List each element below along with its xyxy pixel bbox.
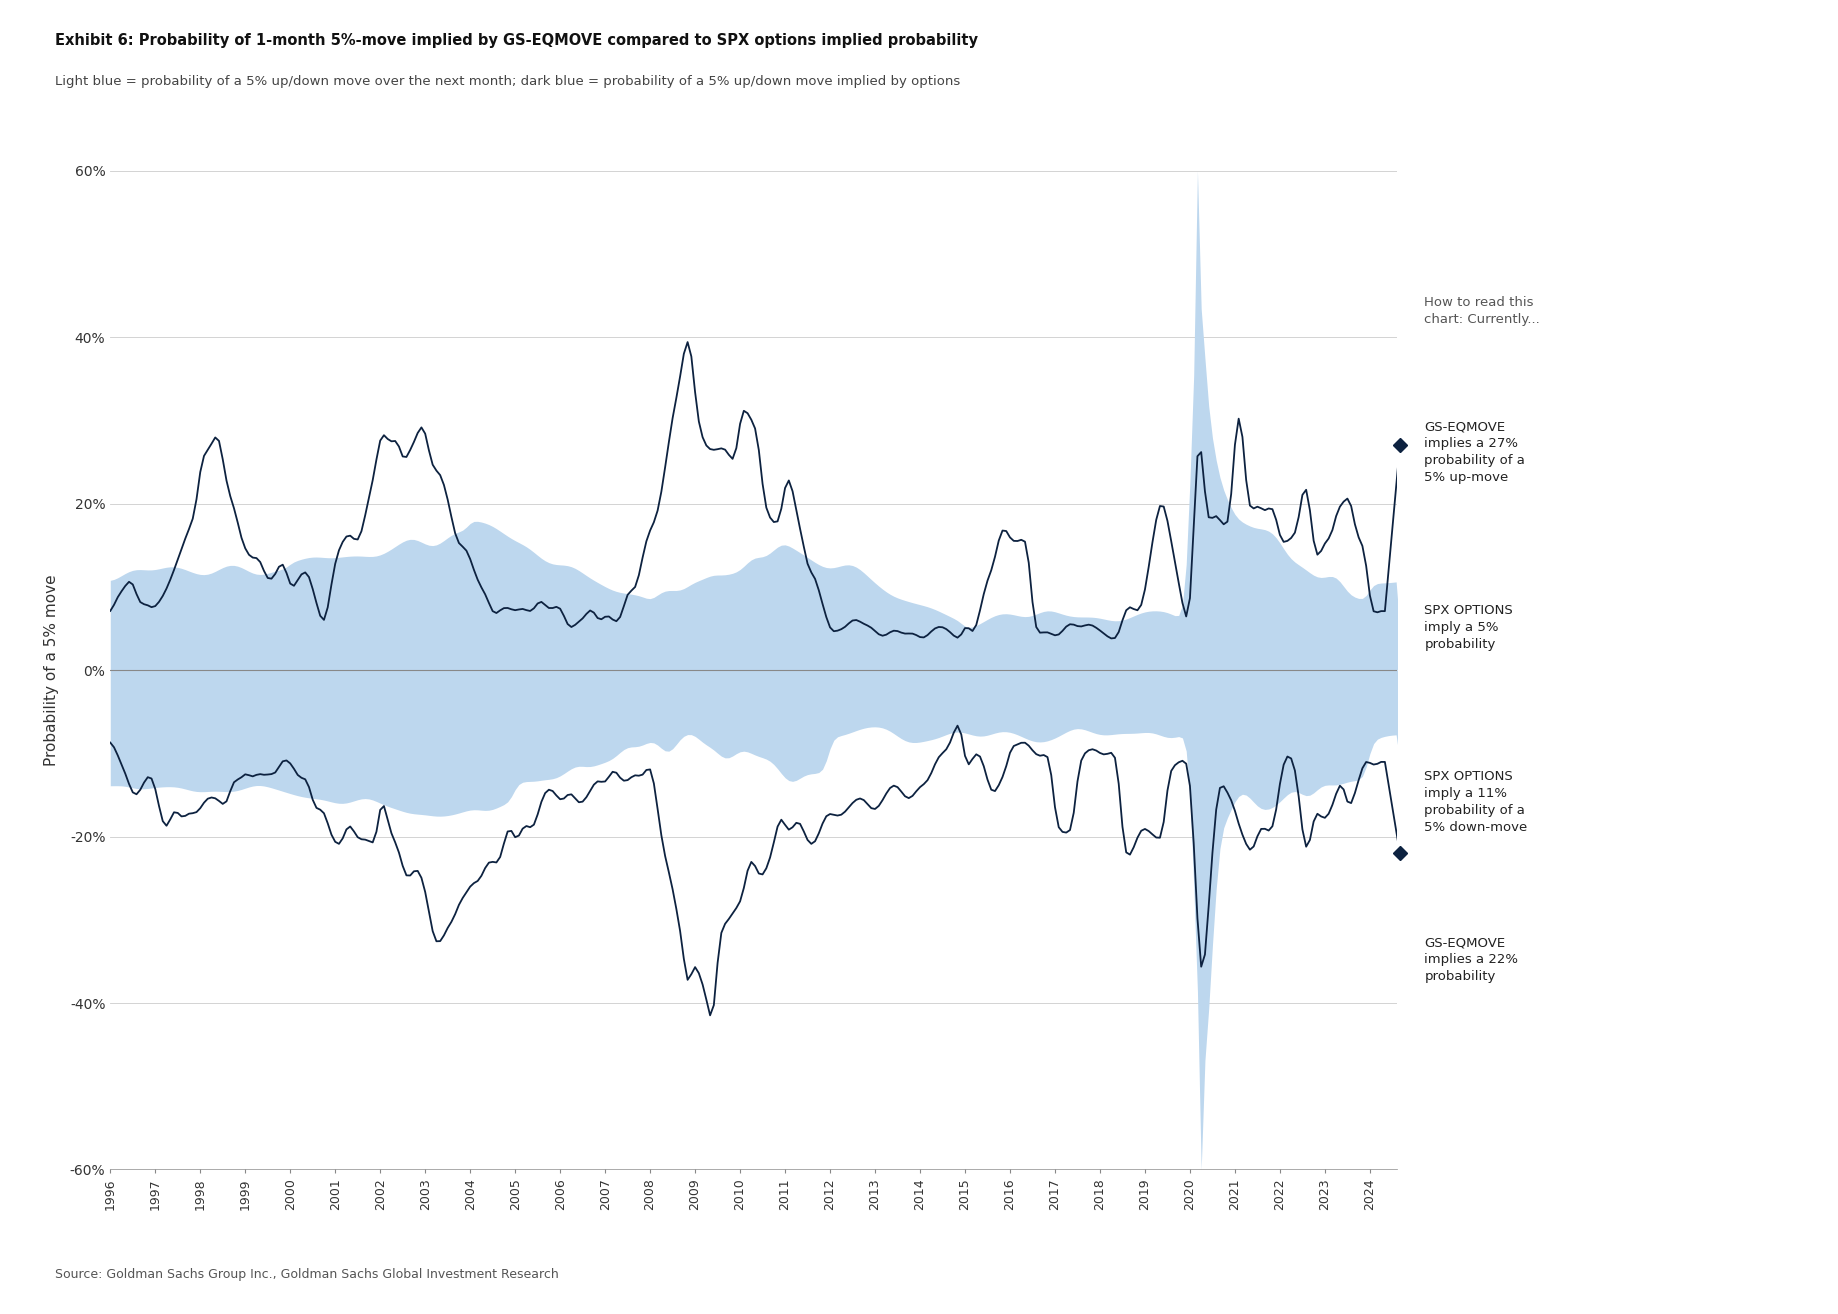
- Y-axis label: Probability of a 5% move: Probability of a 5% move: [44, 574, 59, 766]
- Text: How to read this
chart: Currently...: How to read this chart: Currently...: [1424, 296, 1540, 326]
- Text: Light blue = probability of a 5% up/down move over the next month; dark blue = p: Light blue = probability of a 5% up/down…: [55, 75, 961, 88]
- Text: GS-EQMOVE
implies a 27%
probability of a
5% up-move: GS-EQMOVE implies a 27% probability of a…: [1424, 420, 1526, 485]
- Text: Exhibit 6: Probability of 1-month 5%-move implied by GS-EQMOVE compared to SPX o: Exhibit 6: Probability of 1-month 5%-mov…: [55, 33, 978, 47]
- Text: SPX OPTIONS
imply a 11%
probability of a
5% down-move: SPX OPTIONS imply a 11% probability of a…: [1424, 770, 1527, 834]
- Text: Source: Goldman Sachs Group Inc., Goldman Sachs Global Investment Research: Source: Goldman Sachs Group Inc., Goldma…: [55, 1268, 559, 1281]
- Text: GS-EQMOVE
implies a 22%
probability: GS-EQMOVE implies a 22% probability: [1424, 937, 1518, 983]
- Text: SPX OPTIONS
imply a 5%
probability: SPX OPTIONS imply a 5% probability: [1424, 603, 1513, 650]
